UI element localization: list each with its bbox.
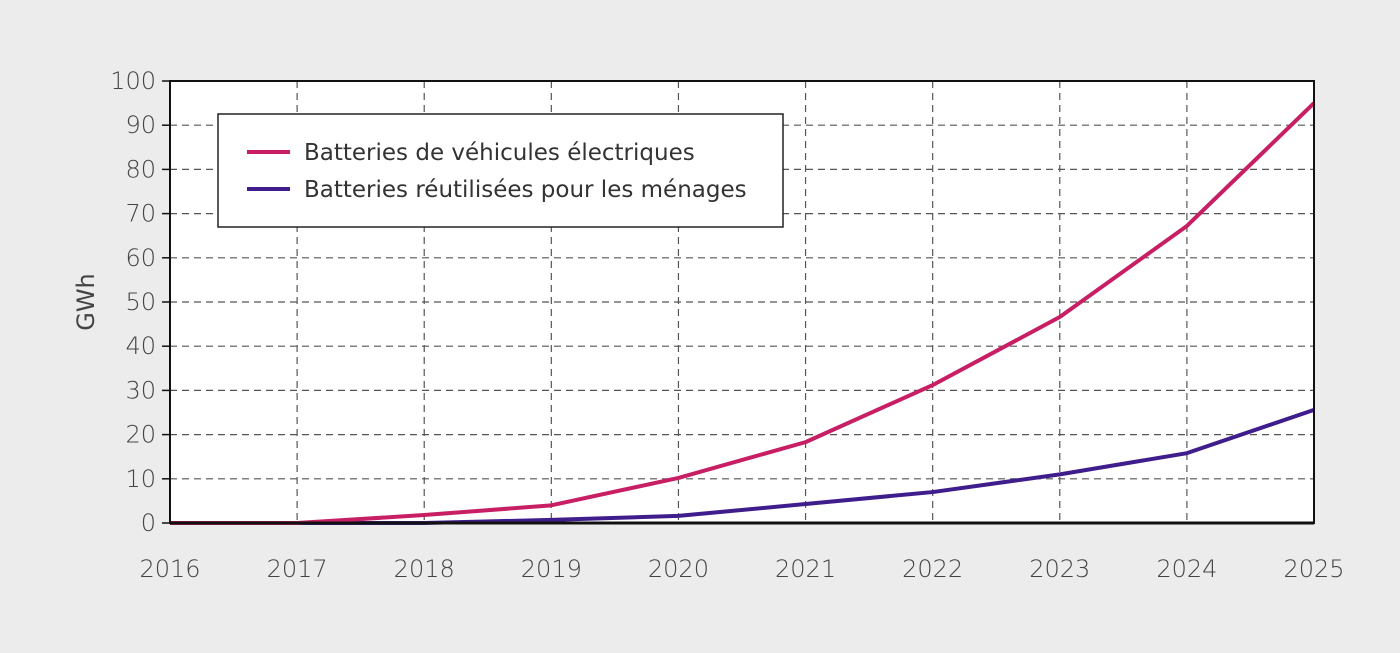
x-tick-label: 2016 — [139, 555, 200, 583]
x-tick-label: 2021 — [775, 555, 836, 583]
x-tick-label: 2022 — [902, 555, 963, 583]
y-tick-label: 30 — [125, 376, 156, 404]
x-tick-label: 2019 — [521, 555, 582, 583]
y-tick-label: 90 — [125, 111, 156, 139]
series-line-0 — [170, 101, 1316, 525]
legend-label-ev: Batteries de véhicules électriques — [304, 140, 695, 166]
y-tick-label: 50 — [125, 288, 156, 316]
legend-box — [217, 113, 784, 228]
y-tick-label: 100 — [110, 67, 156, 95]
y-tick-label: 10 — [125, 465, 156, 493]
legend-label-household: Batteries réutilisées pour les ménages — [304, 177, 747, 203]
y-tick-label: 40 — [125, 332, 156, 360]
y-tick-label: 60 — [125, 244, 156, 272]
x-tick-label: 2024 — [1156, 555, 1217, 583]
x-tick-label: 2017 — [267, 555, 328, 583]
y-tick-label: 70 — [125, 200, 156, 228]
x-tick-label: 2025 — [1283, 555, 1344, 583]
legend: Batteries de véhicules électriques Batte… — [217, 113, 784, 228]
x-axis: 2016 2017 2018 2019 2020 2021 2022 2023 2024 2025 — [139, 555, 1344, 583]
y-axis-label: GWh — [72, 273, 100, 331]
y-tick-label: 0 — [141, 509, 156, 537]
x-tick-label: 2020 — [648, 555, 709, 583]
y-axis: 0 10 20 30 40 50 60 70 80 90 100 — [110, 67, 170, 537]
x-tick-label: 2018 — [394, 555, 455, 583]
y-tick-label: 20 — [125, 421, 156, 449]
y-tick-label: 80 — [125, 155, 156, 183]
x-tick-label: 2023 — [1029, 555, 1090, 583]
